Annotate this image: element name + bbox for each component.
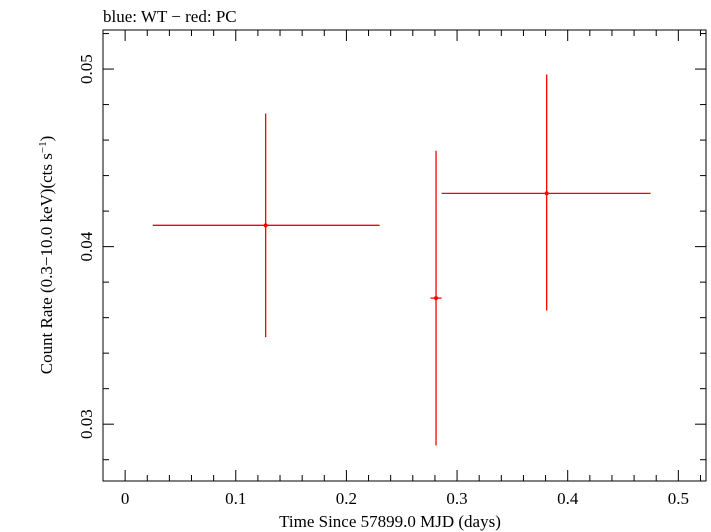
x-axis-label: Time Since 57899.0 MJD (days) — [279, 512, 501, 531]
y-axis-label: Count Rate (0.3−10.0 keV)(cts s−1) — [37, 136, 56, 375]
data-point — [434, 296, 439, 301]
x-tick-label: 0.2 — [336, 489, 357, 508]
x-tick-label: 0.5 — [668, 489, 689, 508]
y-axis-label-exponent: −1 — [37, 141, 49, 153]
y-tick-label: 0.03 — [77, 409, 96, 439]
data-point-group — [430, 150, 442, 446]
data-point-group — [152, 113, 380, 338]
data-point-group — [441, 74, 651, 311]
series-layer — [152, 74, 651, 446]
axis-ticks: 0 0.1 0.2 0.3 0.4 0.5 0.03 0.04 0.05 — [77, 30, 706, 508]
y-tick-label: 0.05 — [77, 54, 96, 84]
data-point — [263, 223, 268, 228]
x-tick-label: 0.3 — [446, 489, 467, 508]
x-tick-label: 0.1 — [225, 489, 246, 508]
y-tick-label: 0.04 — [77, 231, 96, 261]
data-point — [544, 191, 549, 196]
y-axis-label-main: Count Rate (0.3−10.0 keV)(cts s — [37, 153, 56, 374]
plot-frame — [102, 29, 707, 482]
y-axis-label-close: ) — [37, 136, 56, 142]
x-tick-label: 0 — [121, 489, 130, 508]
chart-title: blue: WT − red: PC — [103, 7, 237, 26]
x-tick-label: 0.4 — [557, 489, 579, 508]
